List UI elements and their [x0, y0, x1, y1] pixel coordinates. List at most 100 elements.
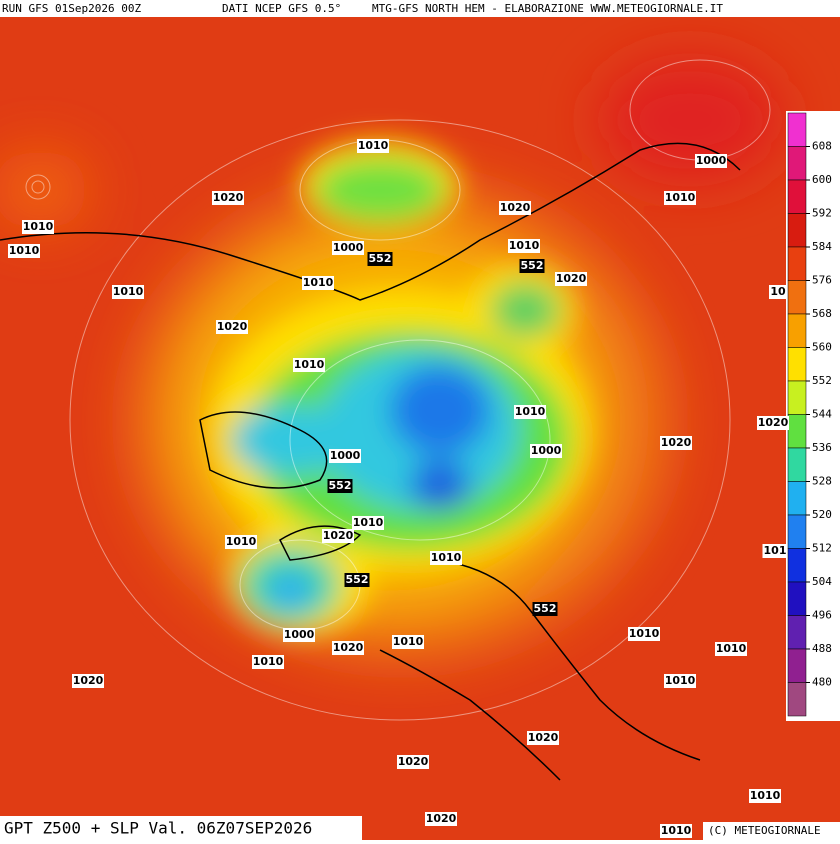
legend-tick-label: 592	[812, 207, 832, 220]
contour-label-box	[660, 436, 692, 450]
contour-label: 1010	[303, 276, 334, 289]
contour-label-box	[514, 405, 546, 419]
contour-label: 1010	[665, 191, 696, 204]
legend-swatch	[787, 313, 807, 348]
legend-tick-label: 520	[812, 508, 832, 521]
contour-label-box	[22, 220, 54, 234]
legend-tick-label: 608	[812, 140, 832, 153]
contour-label-box	[664, 674, 696, 688]
legend-swatch	[787, 246, 807, 281]
contour-label: 1010	[665, 674, 696, 687]
contour-label-box	[352, 516, 384, 530]
contour-label: 1020	[758, 416, 789, 429]
legend-swatch	[787, 213, 807, 248]
contour-label-box	[225, 535, 257, 549]
legend-tick-label: 552	[812, 374, 832, 387]
contour-label: 1020	[323, 529, 354, 542]
contour-label: 1010	[23, 220, 54, 233]
header-bar	[0, 0, 840, 17]
contour-label-box	[695, 154, 727, 168]
contour-label-box	[329, 449, 361, 463]
legend-tick-label: 480	[812, 676, 832, 689]
contour-label: 1010	[9, 244, 40, 257]
legend-tick-label: 512	[812, 542, 832, 555]
contour-label-box	[112, 285, 144, 299]
contour-label: 1020	[398, 755, 429, 768]
contour-label-box	[660, 824, 692, 838]
copyright: (C) METEOGIORNALE	[708, 824, 821, 837]
run-label: RUN GFS 01Sep2026 00Z	[2, 2, 141, 15]
contour-label-box	[283, 628, 315, 642]
contour-label: 1000	[696, 154, 727, 167]
legend-swatch	[787, 682, 807, 717]
contour-label-box	[527, 731, 559, 745]
contour-label-box	[769, 285, 787, 299]
contour-label-box	[425, 812, 457, 826]
contour-label-box	[72, 674, 104, 688]
contour-label-box	[499, 201, 531, 215]
contour-label: 552	[369, 252, 392, 265]
legend-swatch	[787, 447, 807, 482]
legend-tick-label: 528	[812, 475, 832, 488]
contour-label-box	[367, 252, 393, 266]
contour-label-box	[332, 641, 364, 655]
contour-label: 1020	[333, 641, 364, 654]
contour-label: 552	[329, 479, 352, 492]
legend-swatch	[787, 280, 807, 315]
legend-swatch	[787, 414, 807, 449]
legend-tick-label: 568	[812, 307, 832, 320]
contour-label-box	[628, 627, 660, 641]
contour-label: 552	[521, 259, 544, 272]
legend-tick-label: 536	[812, 441, 832, 454]
contour-label: 1020	[661, 436, 692, 449]
credit-label: MTG-GFS NORTH HEM - ELABORAZIONE WWW.MET…	[372, 2, 723, 15]
contour-label: 1020	[500, 201, 531, 214]
contour-label: 1010	[750, 789, 781, 802]
contour-label: 10	[770, 285, 786, 298]
contour-label-box	[293, 358, 325, 372]
contour-label: 1010	[393, 635, 424, 648]
contour-label-box	[532, 602, 558, 616]
contour-label: 101	[764, 544, 787, 557]
contour-label: 1010	[226, 535, 257, 548]
contour-label: 1010	[431, 551, 462, 564]
contour-label: 1010	[716, 642, 747, 655]
contour-label: 1010	[253, 655, 284, 668]
legend-swatch	[787, 347, 807, 382]
contour-label: 1010	[515, 405, 546, 418]
contour-label: 1010	[509, 239, 540, 252]
legend-swatch	[787, 146, 807, 181]
contour-label-box	[344, 573, 370, 587]
contour-label-box	[715, 642, 747, 656]
legend-swatch	[787, 179, 807, 214]
legend-swatch	[787, 481, 807, 516]
contour-label: 1020	[556, 272, 587, 285]
contour-label-box	[664, 191, 696, 205]
footer-title: GPT Z500 + SLP Val. 06Z07SEP2026	[4, 819, 312, 838]
contour-label-box	[519, 259, 545, 273]
contour-label: 1010	[353, 516, 384, 529]
contour-label: 552	[534, 602, 557, 615]
contour-label-box	[749, 789, 781, 803]
contour-label-box	[397, 755, 429, 769]
legend-tick-label: 560	[812, 341, 832, 354]
legend-tick-label: 600	[812, 173, 832, 186]
contour-label-box	[302, 276, 334, 290]
legend-swatch	[787, 548, 807, 583]
contour-label-box	[508, 239, 540, 253]
legend-swatch	[787, 112, 807, 147]
contour-label-box	[212, 191, 244, 205]
legend-swatch	[787, 615, 807, 650]
contour-label: 1010	[358, 139, 389, 152]
contour-label-box	[530, 444, 562, 458]
legend-tick-label: 544	[812, 408, 832, 421]
legend-tick-label: 584	[812, 240, 832, 253]
contour-label-box	[216, 320, 248, 334]
contour-label: 1020	[213, 191, 244, 204]
contour-label-box	[555, 272, 587, 286]
contour-label-box	[357, 139, 389, 153]
coastlines	[0, 142, 741, 781]
footer-box	[0, 816, 362, 840]
